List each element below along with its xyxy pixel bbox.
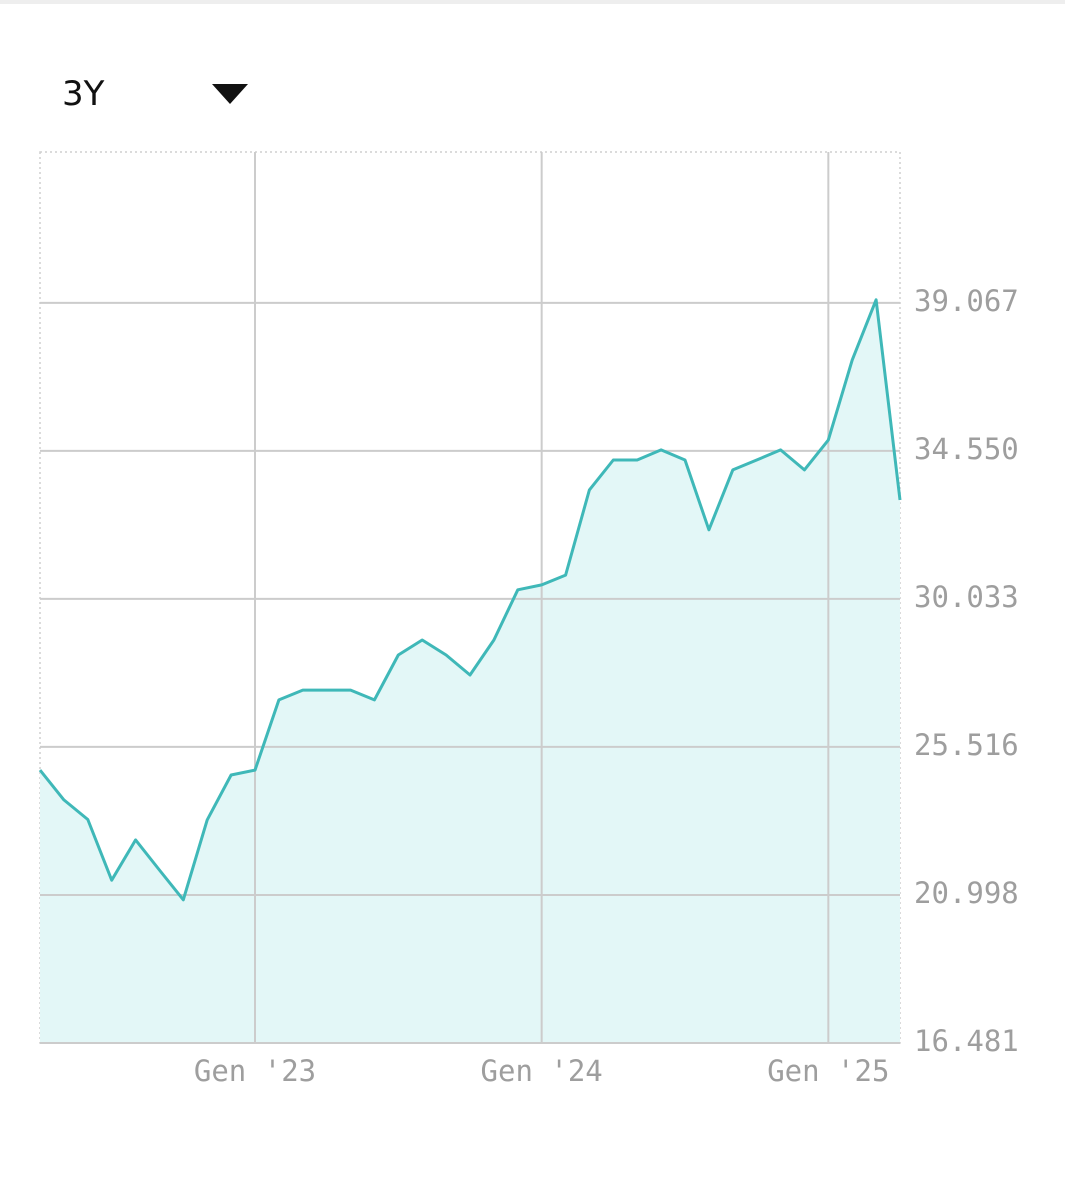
y-tick-label: 34.550 xyxy=(914,432,1019,466)
y-tick-label: 39.067 xyxy=(914,284,1019,318)
area-fill xyxy=(40,299,900,1043)
y-tick-label: 25.516 xyxy=(914,728,1019,762)
x-tick-label: Gen '25 xyxy=(767,1054,889,1088)
y-tick-label: 20.998 xyxy=(914,876,1019,910)
status-bar xyxy=(0,0,1065,4)
y-tick-label: 30.033 xyxy=(914,580,1019,614)
range-selector[interactable]: 3Y xyxy=(62,74,105,114)
price-line xyxy=(38,298,902,902)
dropdown-caret[interactable] xyxy=(212,84,252,106)
x-tick-label: Gen '23 xyxy=(194,1054,316,1088)
x-tick-label: Gen '24 xyxy=(481,1054,603,1088)
y-tick-label: 16.481 xyxy=(914,1024,1019,1058)
